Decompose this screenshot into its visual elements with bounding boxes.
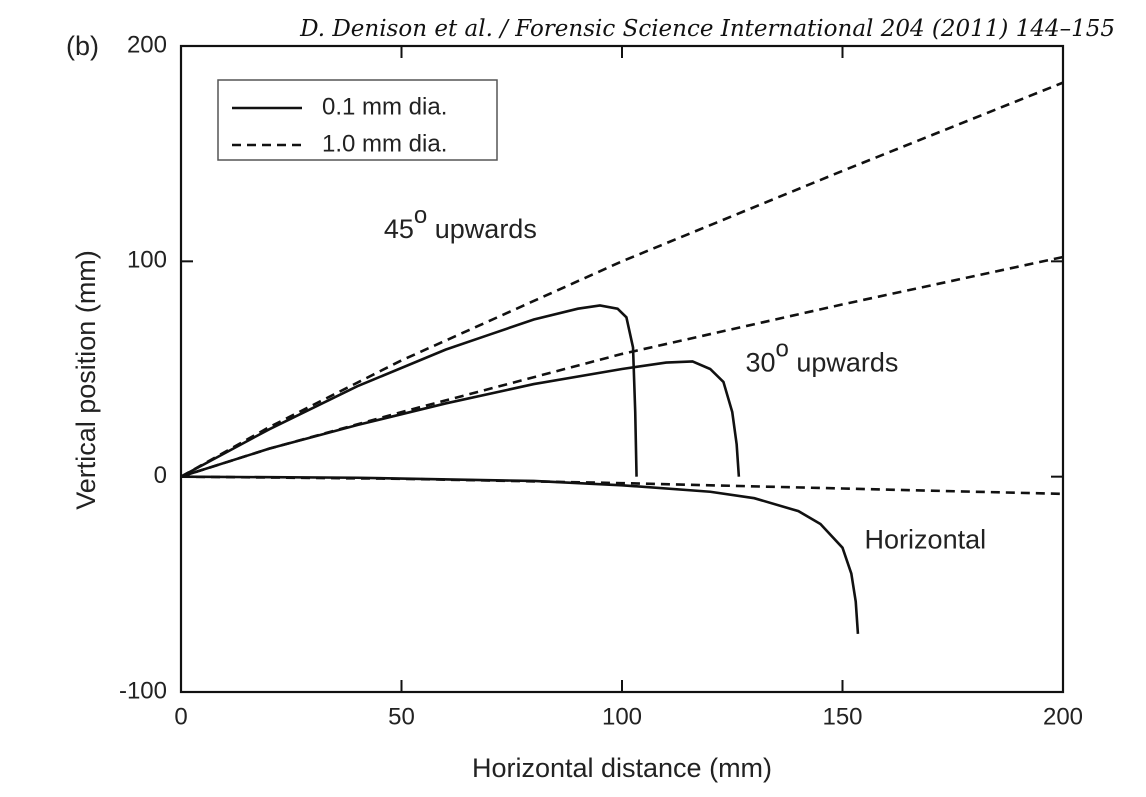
legend-label: 0.1 mm dia.: [322, 93, 447, 120]
header: D. Denison et al. / Forensic Science Int…: [299, 16, 1115, 42]
annotation: 45o upwards: [384, 203, 537, 245]
line: [180, 475, 1064, 496]
annotation-sup: o: [776, 336, 789, 363]
legend-box: [217, 79, 498, 161]
y-tick-label: 200: [127, 31, 167, 58]
panel-label: (b): [66, 31, 99, 61]
x-tick-label: 50: [388, 703, 415, 730]
y-tick-label: 100: [127, 247, 167, 274]
line: [180, 81, 1064, 478]
y-tick-label: -100: [119, 677, 167, 704]
x-tick-label: 200: [1043, 703, 1083, 730]
legend-label: 1.0 mm dia.: [322, 130, 447, 157]
line: [180, 475, 860, 634]
x-tick-label: 0: [174, 703, 187, 730]
annotation: Horizontal: [865, 524, 987, 554]
annotation-text: 45: [384, 214, 414, 244]
annotation-text: 30: [745, 348, 775, 378]
annotation-rest: upwards: [789, 348, 899, 378]
line: [180, 304, 638, 478]
x-axis-title: Horizontal distance (mm): [472, 753, 772, 783]
x-tick-label: 100: [602, 703, 642, 730]
annotation-text: Horizontal: [865, 524, 987, 554]
annotation: 30o upwards: [745, 336, 898, 378]
x-tick-label: 150: [822, 703, 862, 730]
y-axis-title: Vertical position (mm): [71, 250, 101, 510]
y-tick-label: 0: [154, 462, 167, 489]
annotation-rest: upwards: [427, 214, 537, 244]
annotation-sup: o: [414, 203, 427, 230]
line: [180, 360, 741, 478]
line: [180, 255, 1064, 478]
